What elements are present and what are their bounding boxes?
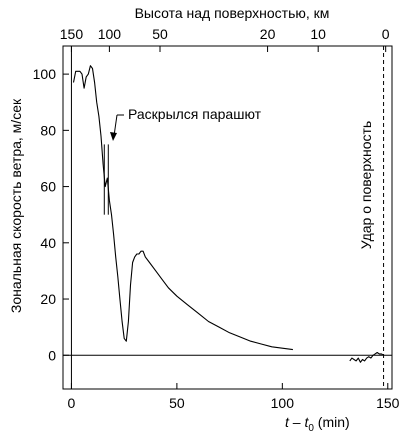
top-axis-label: Высота над поверхностью, км — [135, 5, 330, 21]
y-tick-label: 0 — [48, 347, 56, 363]
series-line-2 — [349, 351, 384, 363]
y-tick-label: 40 — [40, 235, 56, 251]
x-tick-label: 50 — [169, 395, 185, 411]
y-tick-label: 80 — [40, 122, 56, 138]
impact-annotation: Удар о поверхность — [358, 121, 374, 249]
y-axis-label: Зональная скорость ветра, м/сек — [8, 98, 24, 313]
top-ticks: 150 100 50 20 10 0 — [60, 26, 390, 52]
x-axis-label-sub: 0 — [308, 423, 314, 434]
x-axis-label-unit: (min) — [314, 414, 350, 430]
left-ticks: 0 20 40 60 80 100 — [33, 66, 69, 363]
top-tick-label: 20 — [260, 26, 276, 42]
y-tick-label: 100 — [33, 66, 57, 82]
x-tick-label: 100 — [271, 395, 295, 411]
y-tick-label: 20 — [40, 291, 56, 307]
series-line-1 — [72, 65, 293, 351]
top-tick-label: 0 — [382, 26, 390, 42]
top-tick-label: 50 — [152, 26, 168, 42]
parachute-annotation: Раскрылся парашют — [128, 106, 262, 122]
x-axis-label-t: t — [285, 414, 290, 430]
top-tick-label: 10 — [310, 26, 326, 42]
x-tick-label: 150 — [376, 395, 400, 411]
bottom-ticks: 0 50 100 150 — [68, 383, 400, 411]
x-axis-label: t – t0 (min) — [285, 414, 350, 434]
x-tick-label: 0 — [68, 395, 76, 411]
plot-frame — [62, 45, 393, 390]
x-axis-label-dash: – — [289, 414, 305, 430]
y-tick-label: 60 — [40, 179, 56, 195]
parachute-arrowhead — [110, 132, 117, 141]
top-tick-label: 150 — [60, 26, 84, 42]
top-tick-label: 100 — [98, 26, 122, 42]
parachute-arrow-shaft — [113, 114, 118, 137]
series-group — [72, 65, 384, 363]
x-axis-label-t0: t — [304, 414, 309, 430]
